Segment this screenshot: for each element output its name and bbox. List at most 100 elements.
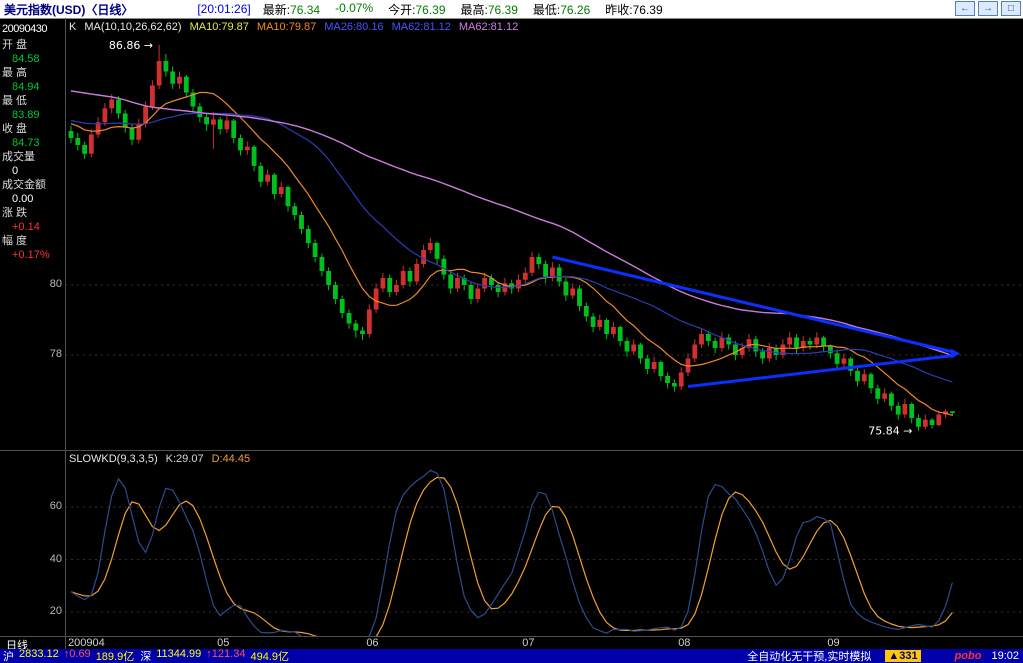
- ma-params-label: MA(10,10,26,62,62): [84, 21, 182, 33]
- market-quote: 沪 2833.12 ↑0.69 189.9亿: [3, 649, 134, 663]
- market-change: ↑0.69: [63, 649, 91, 660]
- price-chart-canvas[interactable]: 86.86 → 75.84 →: [65, 18, 1023, 450]
- market-amount: 189.9亿: [95, 651, 135, 663]
- ma62-line: [70, 90, 953, 357]
- topbar: 美元指数(USD)〈日线〉 [20:01:26] 最新:76.34 -0.07% 今…: [0, 0, 1023, 19]
- market-value: 11344.99: [156, 649, 202, 660]
- price-annotation: 75.84 →: [868, 425, 912, 438]
- ma-value-label: MA62:81.12: [391, 21, 451, 33]
- ma-value-label: MA62:81.12: [458, 21, 519, 33]
- market-label: 沪: [3, 651, 14, 663]
- kd-chart-header: SLOWKD(9,3,3,5) K:29.07 D:44.45: [69, 453, 250, 465]
- month-label: 05: [217, 637, 230, 649]
- price-axis-label: 78: [49, 348, 62, 360]
- trendline-2[interactable]: [687, 354, 952, 388]
- quote-field-label: 今开:: [388, 2, 416, 17]
- kd-k-line: [70, 469, 953, 636]
- month-label: 08: [678, 637, 691, 649]
- quote-field: -0.07%: [335, 1, 373, 18]
- window-buttons: ← → □: [955, 1, 1021, 16]
- scroll-right-button[interactable]: →: [978, 1, 998, 16]
- kd-indicator-label: SLOWKD(9,3,3,5): [69, 453, 158, 465]
- statusbar: 沪 2833.12 ↑0.69 189.9亿深 11344.99 ↑121.34 494.9…: [0, 649, 1023, 663]
- sidebar-field-label: 成交金额: [2, 179, 46, 191]
- market-change: ↑121.34: [206, 649, 246, 660]
- price-annotation: 86.86 →: [109, 39, 153, 52]
- kd-d-value: D:44.45: [211, 453, 251, 465]
- market-value: 2833.12: [19, 649, 59, 660]
- pobo-logo: pobo: [954, 650, 982, 662]
- quote-time: [20:01:26]: [197, 2, 251, 16]
- quote-field-value: 76.39: [415, 2, 446, 17]
- quote-field-value: 76.34: [290, 2, 321, 17]
- panel-separator: [0, 450, 1023, 451]
- trendline-arrowhead: [951, 348, 960, 359]
- sidebar-field-label: 成交量: [2, 151, 35, 163]
- kd-axis-label: 60: [49, 500, 62, 512]
- sidebar-field-value: 83.89: [12, 109, 40, 121]
- sidebar-field-value: +0.17%: [12, 249, 50, 261]
- ma-values: MA10:79.87 MA10:79.87 MA26:80.16 MA62:81.12…: [190, 21, 519, 33]
- sidebar-field-value: 84.94: [12, 81, 40, 93]
- sidebar-rows: 开 盘 84.58 最 高 84.94 最 低 83.89 收 盘 84.73 成交量 0 成交金额…: [0, 38, 65, 262]
- trendline-1[interactable]: [552, 255, 952, 353]
- date-axis: 日线: [0, 636, 1023, 652]
- sidebar-field-label: 最 高: [2, 67, 28, 79]
- sidebar-field-value: 0.00: [12, 193, 34, 205]
- kd-d-line: [70, 476, 953, 636]
- month-label: 200904: [68, 637, 105, 649]
- market-label: 深: [140, 651, 152, 663]
- month-label: 09: [827, 637, 840, 649]
- quote-field: 昨收:76.39: [605, 1, 662, 18]
- quote-field: 今开:76.39: [388, 1, 445, 18]
- advance-badge: ▲331: [885, 650, 921, 662]
- ma10-line: [70, 91, 953, 416]
- quote-sidebar: 20090430 开 盘 84.58 最 高 84.94 最 低 83.89 收 盘 84.7…: [0, 18, 65, 636]
- sidebar-field-label: 收 盘: [2, 123, 28, 135]
- sidebar-field-value: 84.73: [12, 137, 40, 149]
- candles: [68, 44, 955, 431]
- kd-axis-label: 20: [49, 605, 62, 617]
- ticker-text: 全自动化无干预,实时模拟: [747, 651, 872, 663]
- quote-field-label: 最低:: [532, 2, 561, 17]
- kd-chart-canvas[interactable]: [65, 450, 1023, 636]
- cursor-date: 20090430: [2, 23, 47, 35]
- sidebar-field-label: 幅 度: [2, 235, 28, 247]
- market-amount: 494.9亿: [250, 651, 289, 663]
- price-chart-header: K MA(10,10,26,62,62) MA10:79.87 MA10:79.8…: [69, 21, 518, 33]
- quote-field: 最新:76.34: [263, 1, 320, 18]
- kd-k-value: K:29.07: [165, 453, 204, 465]
- quote-field-value: -0.07%: [335, 0, 374, 15]
- sidebar-field-label: 涨 跌: [2, 207, 28, 219]
- axis-separator: [0, 636, 1023, 637]
- month-label: 07: [522, 637, 535, 649]
- ma-value-label: MA26:80.16: [324, 21, 384, 33]
- sidebar-separator: [65, 18, 66, 649]
- instrument-title: 美元指数(USD)〈日线〉: [4, 2, 134, 17]
- quote-field-value: 76.26: [560, 2, 591, 17]
- sidebar-field-label: 最 低: [2, 95, 28, 107]
- quote-field: 最低:76.26: [533, 1, 590, 18]
- market-quotes: 沪 2833.12 ↑0.69 189.9亿深 11344.99 ↑121.34 494.9…: [3, 649, 289, 663]
- quote-field: 最高:76.39: [461, 1, 518, 18]
- month-label: 06: [366, 637, 379, 649]
- popout-button[interactable]: □: [1001, 1, 1021, 16]
- indicator-k-label: K: [69, 21, 77, 33]
- sidebar-field-label: 开 盘: [2, 39, 28, 51]
- sidebar-field-value: 84.58: [12, 53, 40, 65]
- quote-field-label: 昨收:: [605, 2, 633, 17]
- statusbar-time: 19:02: [991, 650, 1019, 662]
- ma26-line: [70, 112, 953, 383]
- quote-field-value: 76.39: [487, 2, 518, 17]
- sidebar-field-value: +0.14: [12, 221, 40, 233]
- ma-value-label: MA10:79.87: [256, 21, 317, 33]
- sidebar-field-value: 0: [12, 165, 19, 177]
- scroll-left-button[interactable]: ←: [955, 1, 975, 16]
- price-axis-label: 80: [49, 278, 62, 290]
- quote-field-label: 最高:: [460, 2, 488, 17]
- quote-field-value: 76.39: [632, 2, 663, 17]
- market-quote: 深 11344.99 ↑121.34 494.9亿: [140, 649, 289, 663]
- ma-value-label: MA10:79.87: [189, 21, 249, 33]
- quote-fields: 最新:76.34 -0.07% 今开:76.39 最高:76.39 最低:76.26 昨收…: [263, 1, 663, 18]
